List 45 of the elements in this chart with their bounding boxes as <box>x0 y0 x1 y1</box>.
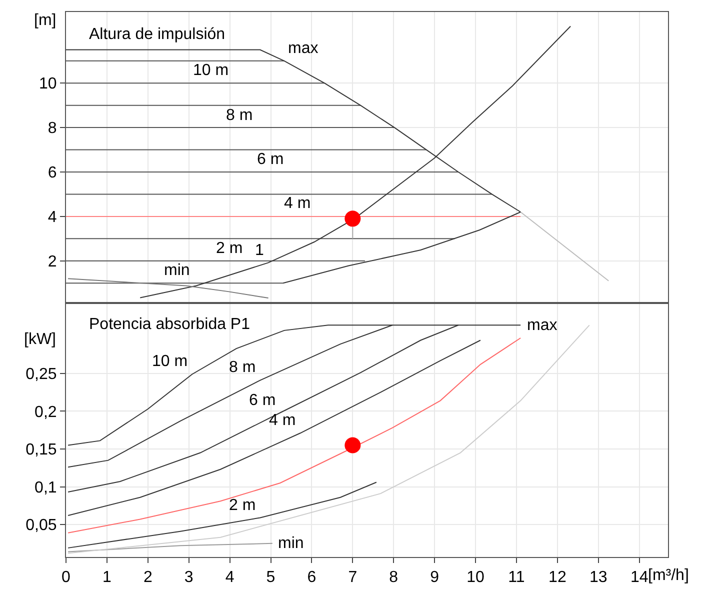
x-tick-label: 14 <box>630 569 648 586</box>
x-tick-label: 10 <box>466 569 485 586</box>
y-tick-label: 0,05 <box>26 517 57 534</box>
annotation: 2 m <box>229 497 256 514</box>
x-tick-label: 4 <box>225 569 234 586</box>
x-tick-label: 9 <box>430 569 440 586</box>
x-axis-title: [m³/h] <box>648 567 689 584</box>
y-tick-label: 0,1 <box>34 479 57 496</box>
x-tick-label: 11 <box>508 569 525 586</box>
annotation: 4 m <box>269 412 296 429</box>
annotation: 8 m <box>229 359 256 376</box>
x-tick-label: 8 <box>389 569 398 586</box>
y-tick-label: 0,25 <box>26 366 57 384</box>
y-tick-label: 0,2 <box>34 404 57 421</box>
x-tick-label: 7 <box>348 569 358 586</box>
text: Altura de impulsión <box>89 26 226 43</box>
y-tick-label: 0,15 <box>26 442 57 459</box>
y-tick-label: 4 <box>48 209 57 226</box>
text: Potencia absorbida P1 <box>89 316 250 333</box>
annotation: 2 m <box>216 240 243 257</box>
y-axis-title: [kW] <box>24 331 56 348</box>
annotation: max <box>527 317 558 334</box>
annotation: min <box>278 535 304 552</box>
x-tick-label: 1 <box>102 569 112 586</box>
y-tick-label: 10 <box>39 76 57 93</box>
annotation: 6 m <box>249 392 276 409</box>
annotation: max <box>288 40 318 57</box>
annotation: 10 m <box>193 62 229 79</box>
x-tick-label: 2 <box>143 569 152 586</box>
annotation: 8 m <box>226 107 253 124</box>
annotation: 10 m <box>152 353 188 370</box>
x-tick-label: 13 <box>589 569 608 586</box>
x-tick-label: 5 <box>266 569 276 586</box>
annotation: 4 m <box>284 195 311 212</box>
y-axis-title: [m] <box>34 12 56 29</box>
x-tick-label: 12 <box>548 569 566 586</box>
y-tick-label: 8 <box>48 120 57 138</box>
x-tick-label: 3 <box>184 569 194 586</box>
annotation: 1 <box>255 242 264 259</box>
x-tick-label: 0 <box>62 569 71 586</box>
annotation: min <box>164 262 190 279</box>
x-tick-label: 6 <box>307 569 316 586</box>
y-tick-label: 6 <box>48 164 57 182</box>
y-tick-label: 2 <box>48 253 57 270</box>
annotation: 6 m <box>257 151 284 168</box>
